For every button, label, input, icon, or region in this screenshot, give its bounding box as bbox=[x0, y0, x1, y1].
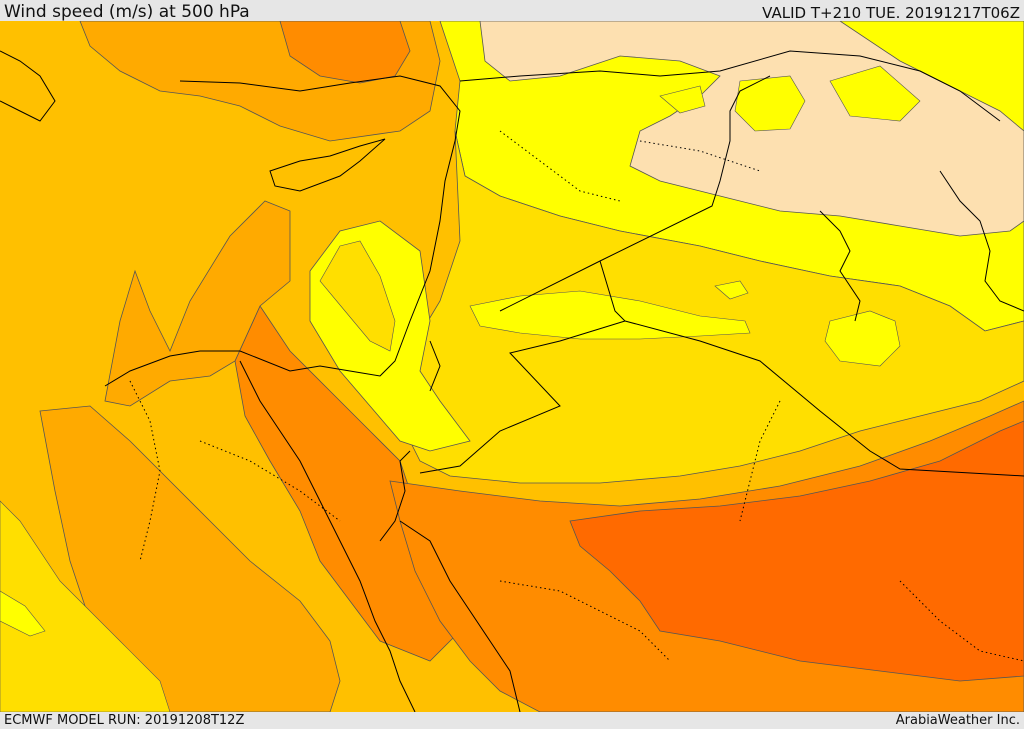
map-title: Wind speed (m/s) at 500 hPa bbox=[4, 2, 250, 22]
zone-yellow-patch-3 bbox=[829, 65, 921, 122]
zone-yellow-right-blob bbox=[824, 310, 901, 367]
zone-yellow-core bbox=[469, 290, 751, 340]
zone-yellow-southwest bbox=[0, 500, 171, 712]
zone-orange-light-southwest bbox=[39, 405, 341, 712]
valid-time-label: VALID T+210 TUE. 20191217T06Z bbox=[762, 4, 1020, 22]
coastlines bbox=[0, 50, 1024, 712]
credit-label: ArabiaWeather Inc. bbox=[895, 713, 1020, 728]
zone-orange-light-wedge bbox=[104, 200, 291, 407]
header-bar: Wind speed (m/s) at 500 hPa VALID T+210 … bbox=[0, 0, 1024, 22]
map-canvas bbox=[0, 21, 1024, 712]
footer-bar: ECMWF MODEL RUN: 20191208T12Z ArabiaWeat… bbox=[0, 712, 1024, 729]
model-run-label: ECMWF MODEL RUN: 20191208T12Z bbox=[4, 713, 245, 728]
zone-yellow-patch-1 bbox=[734, 75, 806, 132]
zone-yellow-patch-2 bbox=[659, 85, 706, 114]
zone-gold-levant-core bbox=[319, 240, 396, 352]
wind-speed-map[interactable] bbox=[0, 21, 1024, 712]
zone-orange-dark-core bbox=[569, 420, 1024, 682]
zone-yellow-sw-small bbox=[0, 590, 46, 637]
zone-yellow-small-east bbox=[714, 280, 749, 300]
internal-borders bbox=[129, 130, 1024, 662]
